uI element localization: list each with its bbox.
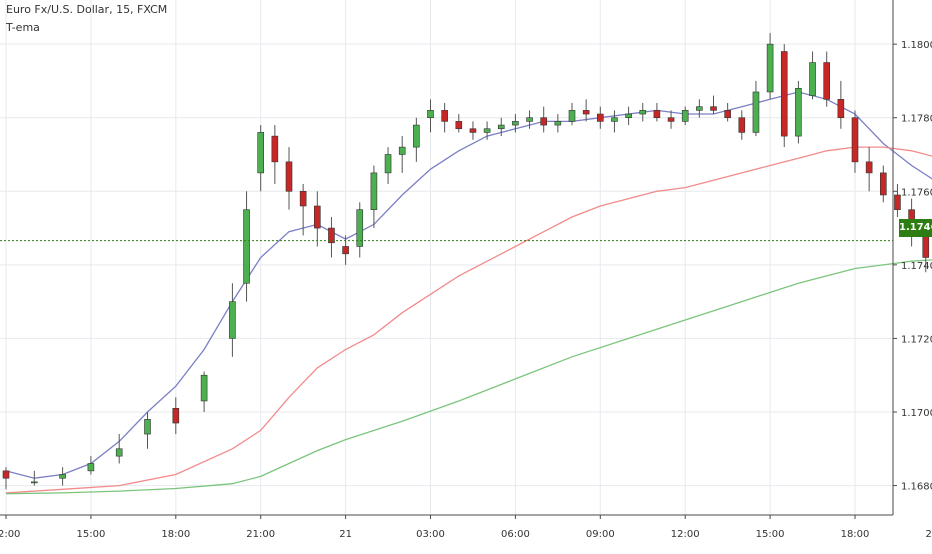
candle-up bbox=[257, 132, 265, 174]
x-tick-label: 21:00 bbox=[246, 529, 275, 540]
candle-up bbox=[356, 209, 364, 247]
candle-down bbox=[342, 246, 349, 255]
candle-up bbox=[115, 448, 123, 457]
candle-down bbox=[780, 51, 788, 137]
candle-down bbox=[540, 117, 548, 126]
candle-down bbox=[879, 172, 887, 196]
candle-down bbox=[582, 110, 590, 115]
candle-up bbox=[625, 113, 632, 119]
y-tick-label: 1.17800 bbox=[901, 114, 932, 125]
candle-up bbox=[497, 124, 505, 130]
x-tick-label: 06:00 bbox=[501, 529, 530, 540]
candle-up bbox=[639, 110, 647, 115]
candle-down bbox=[271, 135, 279, 163]
candle-down bbox=[823, 62, 831, 100]
candle-up bbox=[87, 463, 95, 472]
y-tick-label: 1.18000 bbox=[901, 40, 932, 51]
candle-down bbox=[313, 205, 321, 229]
candle-down bbox=[653, 110, 661, 119]
candle-layer bbox=[2, 33, 930, 490]
x-tick-label: 12:00 bbox=[0, 529, 20, 540]
candle-up bbox=[427, 110, 434, 119]
candle-up bbox=[681, 110, 689, 122]
candle-down bbox=[894, 194, 901, 210]
candle-down bbox=[710, 106, 717, 111]
x-tick-label: 15:00 bbox=[756, 529, 785, 540]
candle-up bbox=[59, 474, 66, 479]
candle-up bbox=[795, 87, 802, 137]
candle-up bbox=[766, 43, 774, 93]
chart-title: Euro Fx/U.S. Dollar, 15, FXCM bbox=[6, 3, 168, 16]
candle-down bbox=[455, 121, 463, 130]
candle-down bbox=[724, 110, 731, 119]
x-tick-label: 09:00 bbox=[586, 529, 615, 540]
candle-up bbox=[526, 117, 533, 122]
candle-down bbox=[172, 408, 180, 424]
x-tick-label: 18:00 bbox=[841, 529, 870, 540]
candle-up bbox=[568, 110, 576, 122]
candle-up bbox=[384, 154, 392, 174]
candle-down bbox=[667, 117, 675, 122]
candle-down bbox=[596, 113, 604, 122]
series-ema-mid bbox=[5, 146, 932, 494]
candle-up bbox=[229, 301, 236, 339]
y-tick-label: 1.17600 bbox=[901, 187, 932, 198]
price-axis[interactable]: 1.16800 1.17000 1.17200 1.17400 1.17600 1.178… bbox=[893, 40, 932, 493]
y-tick-label: 1.17200 bbox=[901, 334, 932, 345]
last-price-tag: 1.17466 bbox=[899, 219, 932, 237]
candle-up bbox=[611, 117, 618, 122]
candle-down bbox=[285, 161, 293, 192]
candle-up bbox=[30, 481, 38, 484]
x-tick-label: 21 bbox=[339, 529, 352, 540]
y-tick-label: 1.17400 bbox=[901, 261, 932, 272]
candle-down bbox=[851, 117, 859, 163]
candle-up bbox=[809, 62, 816, 96]
candle-down bbox=[299, 190, 307, 207]
candle-down bbox=[837, 99, 845, 119]
candle-up bbox=[243, 209, 250, 284]
candle-down bbox=[469, 128, 477, 133]
series-ema-slow bbox=[5, 259, 932, 495]
candle-up bbox=[554, 121, 562, 126]
time-axis[interactable]: 12:00 15:00 18:00 21:00 21 03:00 06:00 09:00 12:… bbox=[0, 515, 932, 540]
candle-up bbox=[512, 121, 519, 126]
grid-layer bbox=[0, 0, 893, 515]
candle-up bbox=[696, 106, 703, 111]
x-tick-label: 03:00 bbox=[416, 529, 445, 540]
x-tick-label: 18:00 bbox=[161, 529, 190, 540]
candle-down bbox=[2, 470, 10, 479]
y-tick-label: 1.17000 bbox=[901, 408, 932, 419]
y-tick-label: 1.16800 bbox=[901, 482, 932, 493]
indicator-label[interactable]: T-ema bbox=[6, 21, 40, 34]
candle-down bbox=[328, 227, 335, 244]
x-tick-label: 12:00 bbox=[671, 529, 700, 540]
candle-up bbox=[370, 172, 378, 210]
x-tick-label: 21:00 bbox=[925, 529, 932, 540]
candle-down bbox=[441, 110, 448, 122]
candle-down bbox=[738, 117, 746, 133]
candle-up bbox=[413, 124, 420, 148]
candle-up bbox=[752, 91, 760, 133]
candle-down bbox=[865, 161, 873, 174]
candle-up bbox=[144, 419, 151, 435]
candle-up bbox=[200, 374, 208, 402]
candle-up bbox=[398, 146, 406, 155]
x-tick-label: 15:00 bbox=[76, 529, 105, 540]
candle-up bbox=[483, 128, 491, 133]
